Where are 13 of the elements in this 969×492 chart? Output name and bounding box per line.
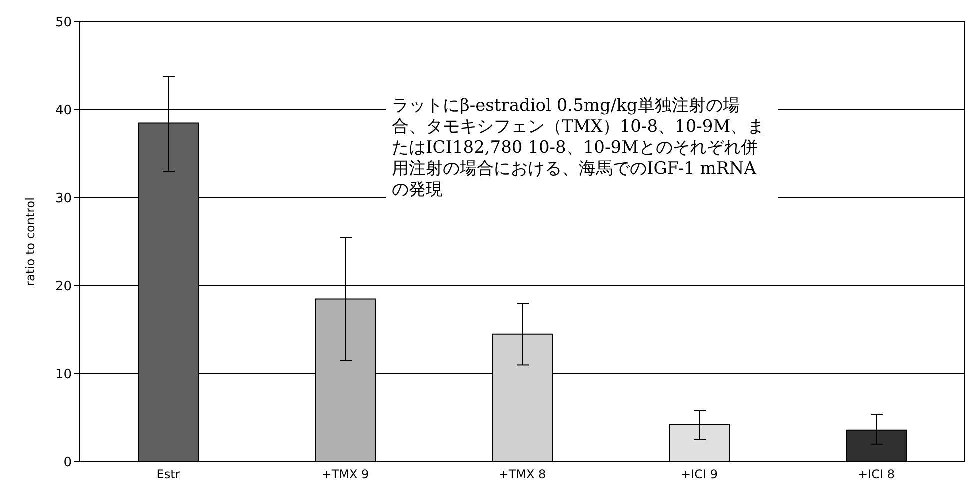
y-tick-label: 50 bbox=[55, 16, 72, 31]
y-tick-label: 10 bbox=[55, 368, 72, 383]
y-tick-label: 20 bbox=[55, 280, 72, 295]
x-tick-label: +TMX 8 bbox=[498, 468, 546, 482]
y-tick-label: 40 bbox=[55, 104, 72, 119]
x-tick-label: +ICI 9 bbox=[681, 468, 718, 482]
x-tick-label: +TMX 9 bbox=[322, 468, 370, 482]
y-axis-title: ratio to control bbox=[23, 198, 38, 286]
x-tick-label: +ICI 8 bbox=[858, 468, 895, 482]
x-tick-label: Estr bbox=[156, 468, 180, 482]
y-tick-label: 30 bbox=[55, 192, 72, 207]
y-tick-label: 0 bbox=[64, 456, 72, 471]
annotation: ラットにβ-estradiol 0.5mg/kg単独注射の場合、タモキシフェン（TMX）10-8、10-9M、またはICI182,780 10-8、10-9Mとのそれぞれ併用注射の場合における、海馬でのIGF-1 mRNAの発現 bbox=[386, 94, 778, 203]
